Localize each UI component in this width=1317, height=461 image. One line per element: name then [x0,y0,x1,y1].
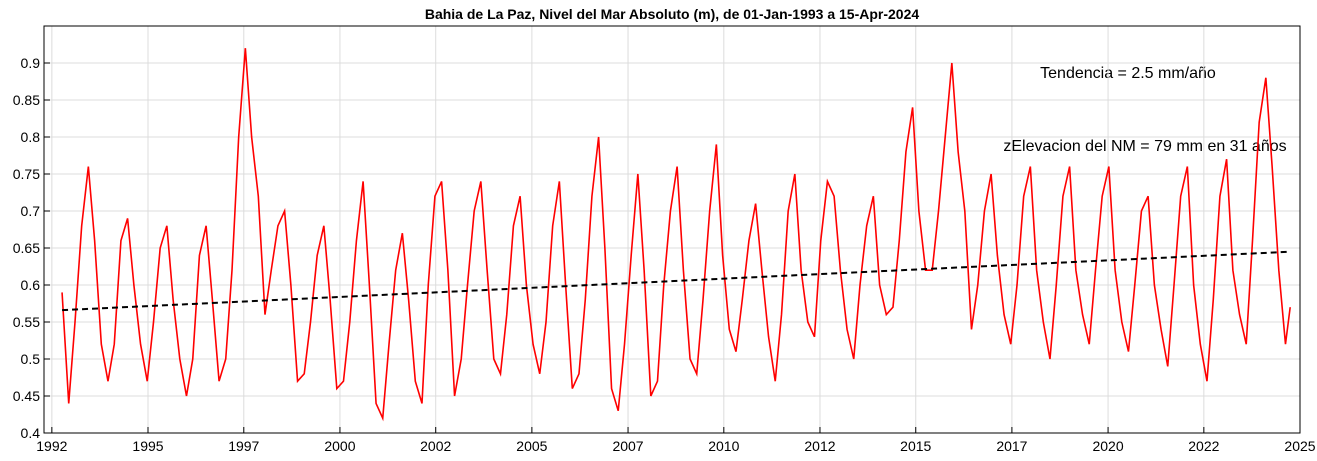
y-tick-label: 0.45 [13,388,40,404]
y-tick-label: 0.55 [13,314,40,330]
x-tick-label: 2000 [324,438,355,454]
x-tick-label: 1997 [228,438,259,454]
x-tick-label: 2025 [1284,438,1315,454]
x-tick-label: 2022 [1188,438,1219,454]
plot-background [44,26,1300,433]
x-tick-label: 2005 [516,438,547,454]
y-tick-label: 0.8 [21,129,41,145]
x-tick-label: 1995 [132,438,163,454]
y-tick-label: 0.6 [21,277,41,293]
x-tick-label: 2010 [708,438,739,454]
chart-title: Bahia de La Paz, Nivel del Mar Absoluto … [425,6,920,22]
x-tick-label: 2020 [1092,438,1123,454]
x-tick-label: 2015 [900,438,931,454]
trend-line [62,250,1291,312]
y-tick-label: 0.4 [21,425,41,441]
axes-box [43,25,1301,434]
x-tick-label: 2017 [996,438,1027,454]
y-tick-label: 0.9 [21,55,41,71]
x-tick-label: 2002 [420,438,451,454]
y-tick-label: 0.7 [21,203,41,219]
annotation: Tendencia = 2.5 mm/año [1040,65,1216,82]
x-tick-label: 2012 [804,438,835,454]
y-tick-label: 0.75 [13,166,40,182]
x-tick-label: 2007 [612,438,643,454]
y-tick-label: 0.5 [21,351,41,367]
annotation: zElevacion del NM = 79 mm en 31 años [1003,138,1286,155]
y-tick-label: 0.65 [13,240,40,256]
x-tick-label: 1992 [36,438,67,454]
y-tick-label: 0.85 [13,92,40,108]
